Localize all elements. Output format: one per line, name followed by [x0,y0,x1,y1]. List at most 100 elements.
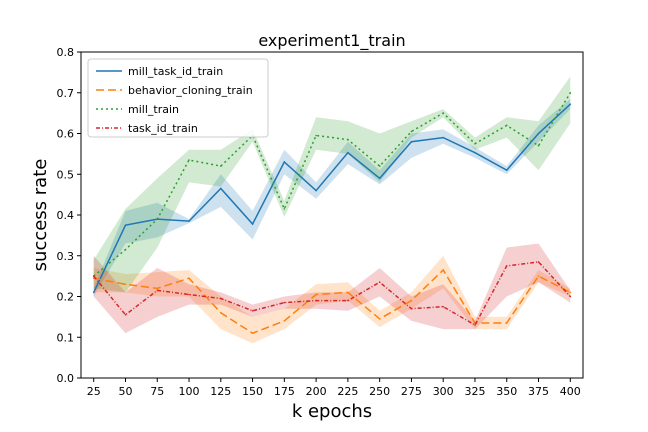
point-mill_task_id_train [251,223,254,225]
point-behavior_cloning_train [347,291,349,294]
point-task_id_train [410,307,413,310]
x-tick-label: 125 [210,385,231,398]
point-task_id_train [188,293,190,296]
x-tick-label: 75 [150,385,164,398]
x-tick-label: 225 [337,385,358,398]
x-tick-label: 200 [306,385,327,398]
x-tick-label: 325 [464,385,485,398]
x-tick-label: 50 [118,385,132,398]
point-task_id_train [442,305,445,308]
point-mill_train [442,112,445,114]
y-tick-label: 0.0 [57,372,75,385]
point-behavior_cloning_train [251,332,254,335]
point-behavior_cloning_train [442,269,445,271]
point-behavior_cloning_train [410,299,413,302]
point-mill_task_id_train [537,132,540,135]
point-behavior_cloning_train [569,291,572,294]
point-behavior_cloning_train [220,312,222,314]
point-behavior_cloning_train [156,287,159,290]
point-task_id_train [474,324,476,326]
point-mill_train [347,138,349,141]
point-behavior_cloning_train [505,322,508,324]
point-behavior_cloning_train [124,283,127,286]
x-tick-label: 400 [560,385,581,398]
point-mill_task_id_train [410,140,413,143]
confidence-bands [93,76,571,344]
point-task_id_train [537,261,540,263]
point-behavior_cloning_train [537,275,540,277]
point-task_id_train [124,314,127,316]
point-mill_train [283,208,286,210]
legend-label-mill_task_id_train: mill_task_id_train [128,65,223,78]
point-task_id_train [92,275,95,277]
point-mill_task_id_train [283,161,286,163]
point-task_id_train [315,299,317,302]
point-mill_task_id_train [124,224,127,226]
point-mill_task_id_train [505,169,508,171]
y-tick-label: 0.5 [57,168,75,181]
point-mill_train [188,159,190,161]
x-tick-label: 375 [528,385,549,398]
y-axis: 0.0 0.1 0.2 0.3 0.4 0.5 0.6 0.7 0.8 [57,46,81,385]
point-mill_task_id_train [474,151,476,154]
legend-label-behavior_cloning_train: behavior_cloning_train [128,84,253,97]
series-lines [92,92,572,335]
legend-label-mill_train: mill_train [128,103,179,116]
x-tick-label: 150 [242,385,263,398]
point-mill_train [537,144,540,147]
x-tick-label: 275 [401,385,422,398]
x-tick-label: 100 [179,385,200,398]
point-mill_train [315,134,317,137]
x-tick-label: 350 [496,385,517,398]
point-task_id_train [156,289,159,292]
x-tick-label: 300 [433,385,454,398]
point-mill_task_id_train [569,103,572,105]
point-mill_train [474,142,476,145]
point-mill_task_id_train [220,187,222,190]
band-mill_train [93,76,571,293]
band-task_id_train [93,243,571,334]
x-tick-label: 25 [87,385,101,398]
point-task_id_train [505,265,508,267]
point-mill_train [569,92,572,94]
chart-title: experiment1_train [258,31,405,51]
point-mill_task_id_train [378,177,381,180]
point-task_id_train [251,310,254,312]
y-tick-label: 0.7 [57,87,75,100]
point-behavior_cloning_train [92,277,95,280]
point-behavior_cloning_train [283,320,286,322]
point-behavior_cloning_train [315,293,317,296]
point-mill_train [378,165,381,167]
x-axis-label: k epochs [292,401,372,422]
point-mill_train [156,218,159,220]
y-tick-label: 0.4 [57,209,75,222]
y-tick-label: 0.2 [57,291,75,304]
point-mill_train [124,248,127,251]
point-mill_task_id_train [92,291,95,294]
y-tick-label: 0.3 [57,250,75,263]
line-mill_task_id_train [93,103,571,293]
point-mill_task_id_train [315,189,317,192]
point-task_id_train [569,295,572,298]
point-behavior_cloning_train [188,277,190,280]
point-mill_train [220,165,222,167]
legend: mill_task_id_train behavior_cloning_train… [87,58,269,138]
point-mill_task_id_train [188,220,190,222]
point-mill_task_id_train [442,136,445,139]
point-mill_train [505,124,508,127]
legend-box [87,58,269,138]
point-task_id_train [347,299,349,302]
point-behavior_cloning_train [378,318,381,320]
x-tick-label: 250 [369,385,390,398]
y-tick-label: 0.8 [57,46,75,59]
point-mill_task_id_train [347,151,349,154]
y-tick-label: 0.6 [57,128,75,141]
x-tick-label: 175 [274,385,295,398]
point-task_id_train [378,281,381,284]
y-axis-label: success rate [30,159,51,272]
legend-label-task_id_train: task_id_train [128,122,198,135]
point-task_id_train [220,297,222,300]
point-task_id_train [283,301,286,304]
point-mill_train [410,130,413,133]
